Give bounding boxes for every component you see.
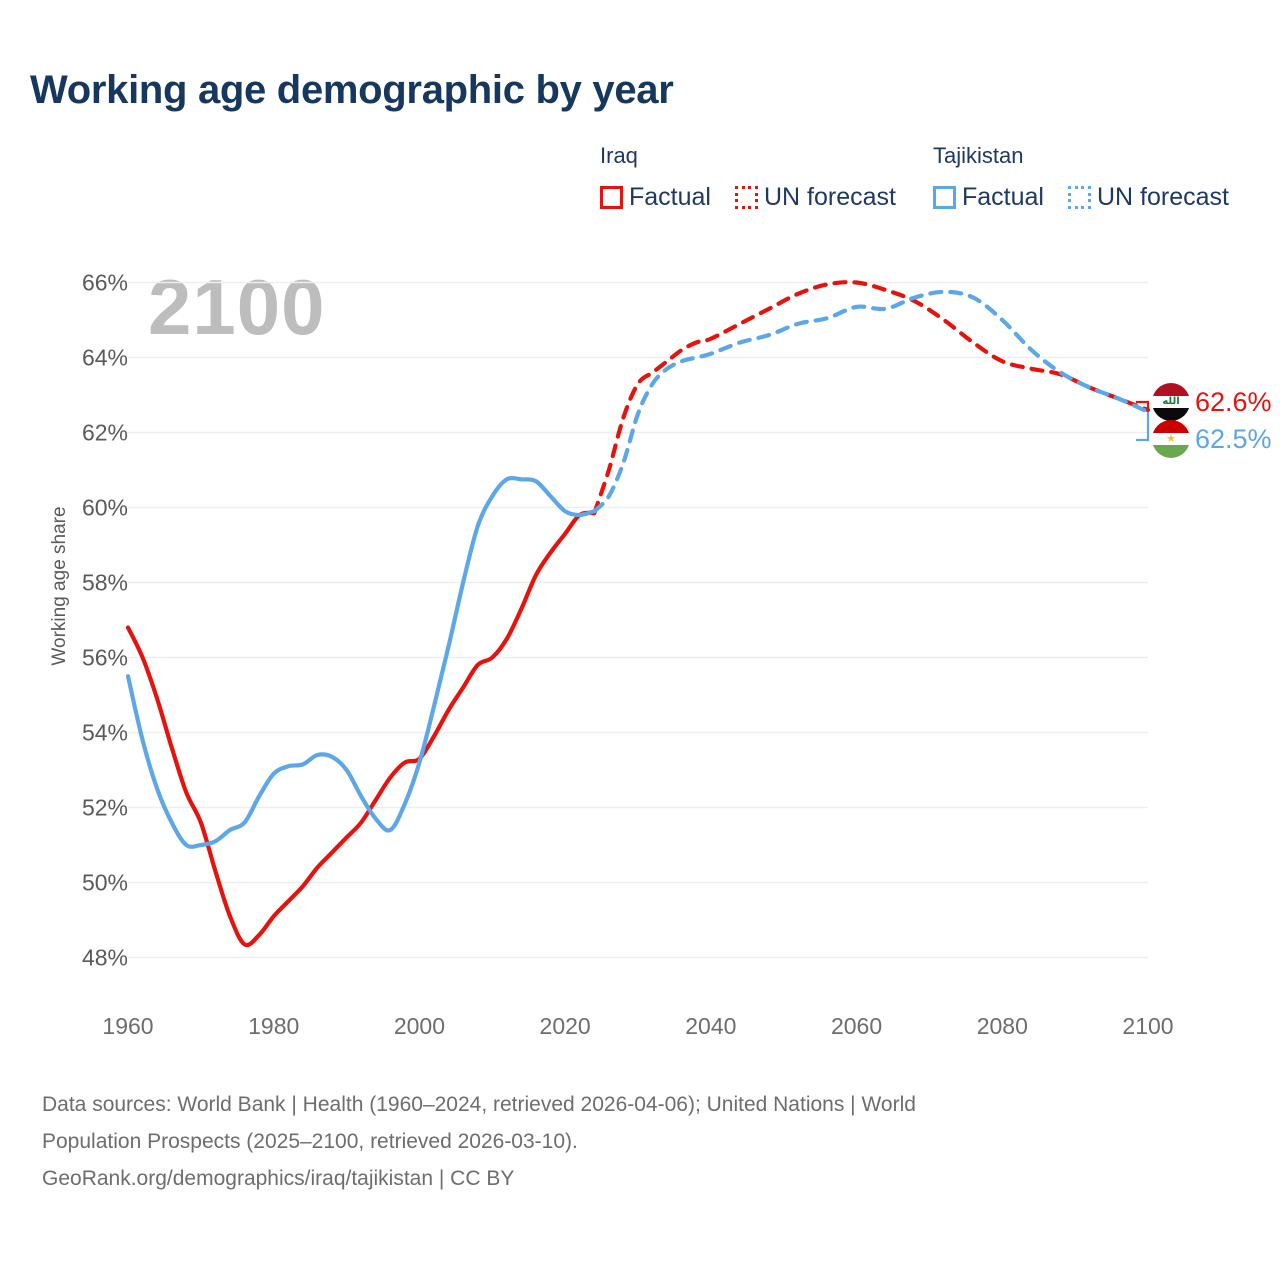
legend-item-iraq-factual[interactable]: Factual xyxy=(600,183,711,212)
series-line-iraq-factual xyxy=(125,510,597,948)
year-watermark: 2100 xyxy=(148,263,326,351)
y-axis-tick-label: 52% xyxy=(81,794,128,820)
x-axis-tick-label: 2000 xyxy=(393,1013,446,1039)
end-label-value: 62.6% xyxy=(1195,386,1272,417)
legend-country-label: Iraq xyxy=(600,143,638,168)
y-axis-tick-label: 54% xyxy=(81,719,128,745)
series-line-tajikistan-factual xyxy=(125,475,597,849)
legend-item-tajikistan-forecast[interactable]: UN forecast xyxy=(1067,183,1229,212)
footer-line-3[interactable]: GeoRank.org/demographics/iraq/tajikistan… xyxy=(42,1167,515,1190)
legend-swatch-dotted-icon xyxy=(734,186,758,209)
legend-country-label: Tajikistan xyxy=(933,143,1024,168)
chart-footer: Data sources: World Bank | Health (1960–… xyxy=(42,1088,1182,1195)
x-axis-tick-label: 2040 xyxy=(685,1013,737,1039)
legend-item-label: UN forecast xyxy=(1096,183,1229,211)
x-axis-tick-label: 2100 xyxy=(1122,1013,1174,1039)
y-axis-ticks: 48% 50% 52% 54% 56% 58% 60% 62% 64% 66% xyxy=(0,0,128,1060)
y-axis-tick-label: 58% xyxy=(81,569,128,595)
legend-item-iraq-forecast[interactable]: UN forecast xyxy=(734,183,896,212)
series-line-iraq-forecast xyxy=(592,280,1151,516)
chart-legend: Iraq Factual UN forecast Tajikistan Fact… xyxy=(600,143,1260,223)
iraq-flag-icon: الله xyxy=(1152,383,1190,421)
legend-swatch-dotted-icon xyxy=(1067,186,1091,209)
legend-item-label: Factual xyxy=(629,183,711,211)
legend-group-tajikistan: Tajikistan Factual UN forecast xyxy=(933,143,1253,212)
footer-line-2: Population Prospects (2025–2100, retriev… xyxy=(42,1130,578,1153)
x-axis-tick-label: 2020 xyxy=(539,1013,591,1039)
legend-item-tajikistan-factual[interactable]: Factual xyxy=(933,183,1044,212)
x-axis-tick-label: 1960 xyxy=(102,1013,154,1039)
footer-line-1: Data sources: World Bank | Health (1960–… xyxy=(42,1093,916,1116)
end-label-tajikistan: ★ 62.5% xyxy=(1152,420,1272,458)
tajikistan-flag-icon: ★ xyxy=(1152,420,1190,458)
end-label-iraq: الله 62.6% xyxy=(1152,383,1272,421)
x-axis-tick-label: 1980 xyxy=(248,1013,300,1039)
y-axis-tick-label: 50% xyxy=(81,869,128,895)
legend-item-label: UN forecast xyxy=(763,183,896,211)
end-label-value: 62.5% xyxy=(1195,423,1272,454)
legend-swatch-solid-icon xyxy=(600,186,623,209)
series-line-tajikistan-forecast xyxy=(592,289,1151,514)
x-axis-tick-label: 2080 xyxy=(976,1013,1028,1039)
legend-swatch-solid-icon xyxy=(933,186,956,209)
y-axis-tick-label: 66% xyxy=(81,269,128,295)
legend-items: Factual UN forecast xyxy=(933,183,1253,212)
y-axis-tick-label: 62% xyxy=(81,419,128,445)
page-title: Working age demographic by year xyxy=(30,68,674,112)
chart-canvas xyxy=(125,280,1151,959)
y-axis-tick-label: 56% xyxy=(81,644,128,670)
legend-items: Factual UN forecast xyxy=(600,183,920,212)
legend-group-iraq: Iraq Factual UN forecast xyxy=(600,143,920,212)
end-label-connector xyxy=(1136,400,1150,410)
x-axis-tick-label: 2060 xyxy=(830,1013,883,1039)
y-axis-tick-label: 48% xyxy=(81,944,128,970)
legend-item-label: Factual xyxy=(962,183,1044,211)
y-axis-tick-label: 64% xyxy=(81,344,128,370)
end-label-connector xyxy=(1136,411,1150,442)
chart-plot-area: 2100 Working age share 48% 50% 52% 54% 56% 58… xyxy=(0,0,1272,1060)
y-axis-tick-label: 60% xyxy=(81,494,128,520)
